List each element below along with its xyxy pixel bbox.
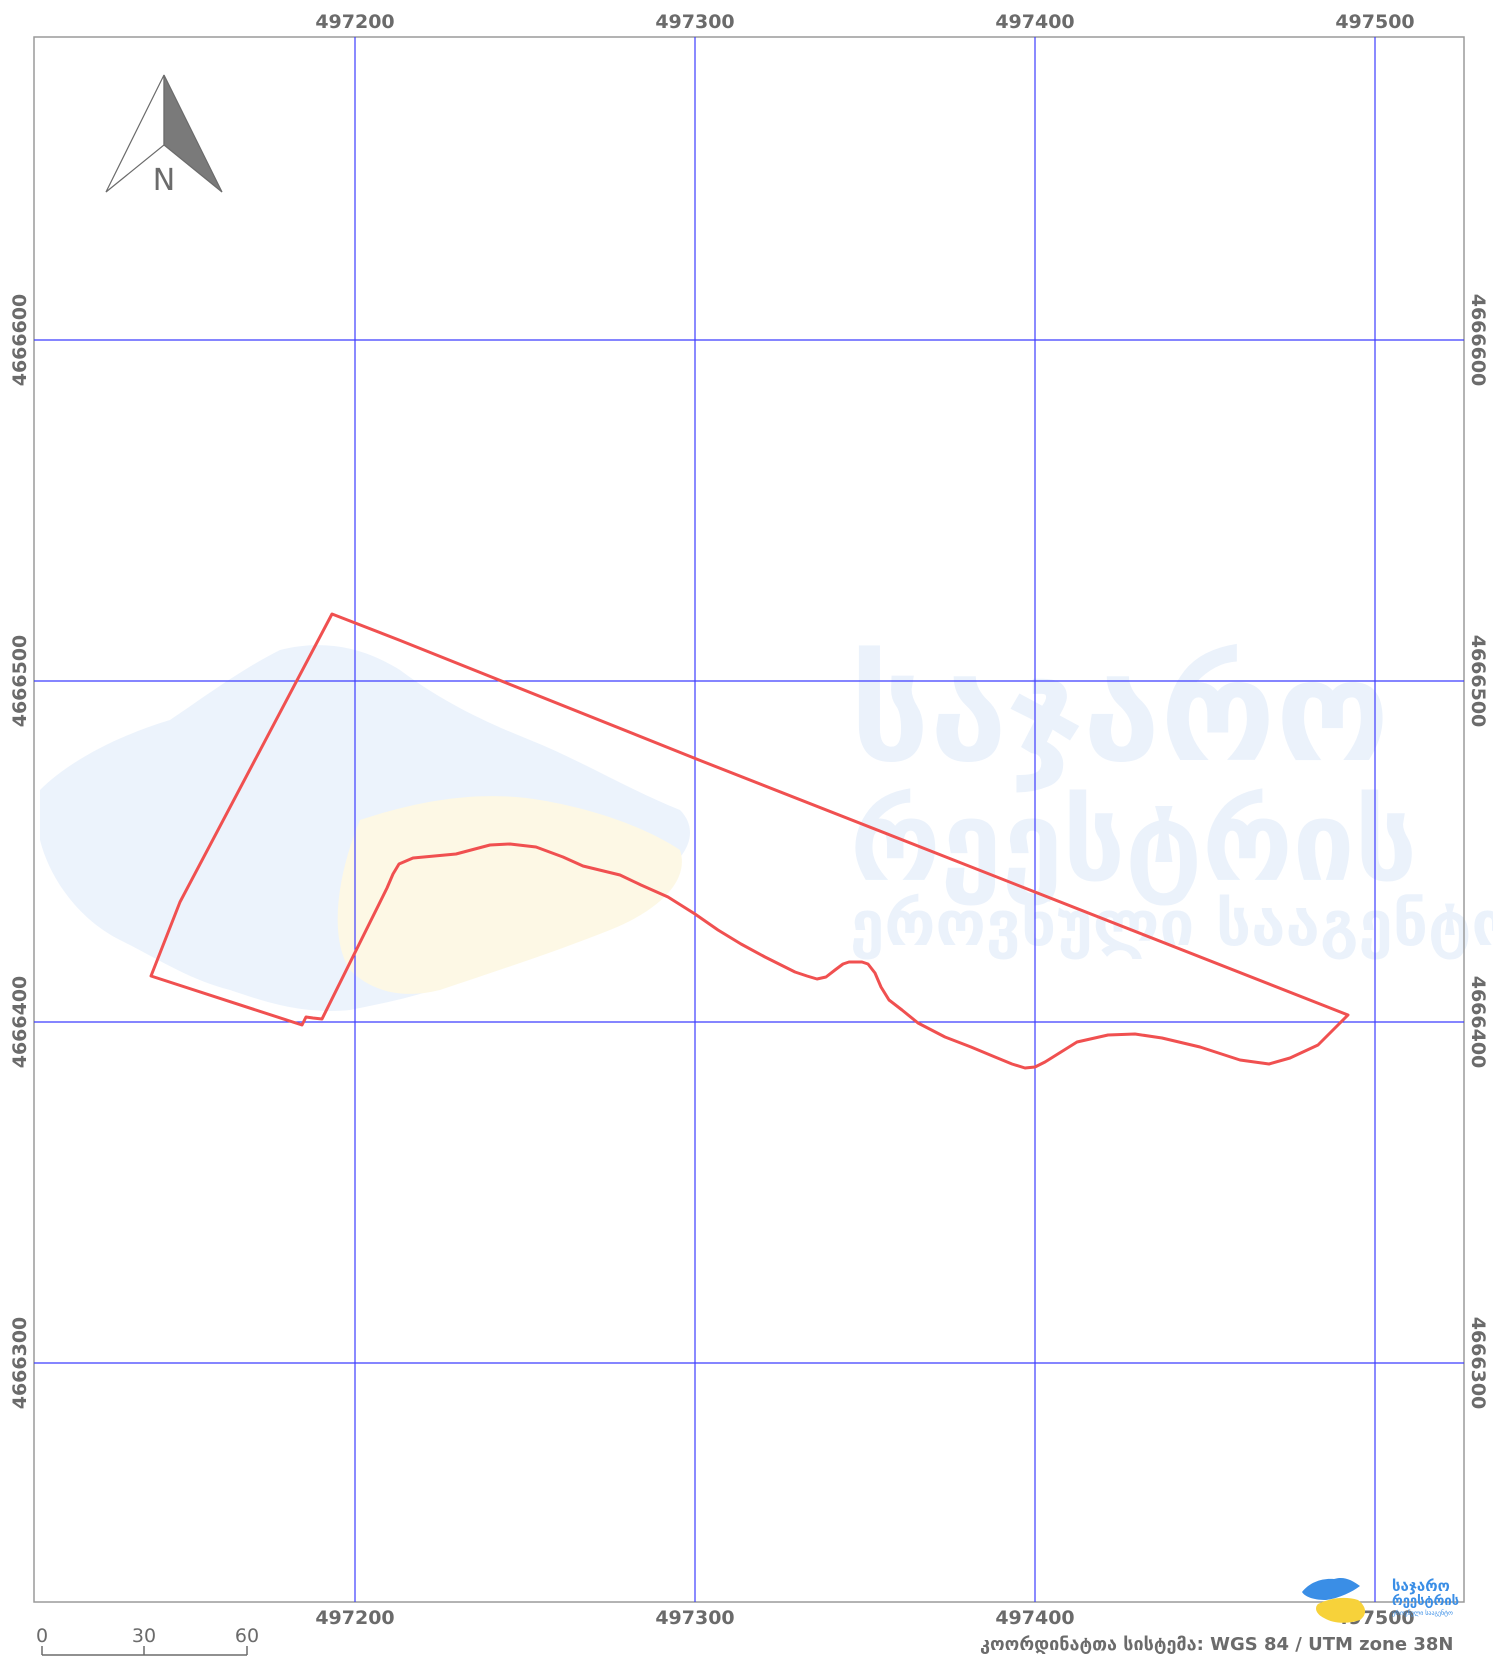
- watermark-map-yellow: [337, 796, 682, 994]
- y-tick-left-1: 4666600: [9, 294, 31, 387]
- x-tick-bottom-1: 497200: [315, 1607, 394, 1629]
- x-ticks-top: 497200 497300 497400 497500: [315, 11, 1414, 33]
- watermark: საჯარო რეესტრის ეროვნული სააგენტო: [40, 631, 1493, 1011]
- north-arrow-label: N: [153, 163, 175, 198]
- y-tick-right-2: 4666500: [1467, 635, 1489, 728]
- y-ticks-right: 4666600 4666500 4666400 4666300: [1467, 294, 1489, 1410]
- y-ticks-left: 4666600 4666500 4666400 4666300: [9, 294, 31, 1410]
- watermark-line2: რეესტრის: [850, 778, 1417, 906]
- scale-bar-label-60: 60: [235, 1625, 259, 1647]
- x-tick-top-3: 497400: [995, 11, 1074, 33]
- map-frame: [33, 36, 1465, 1603]
- scale-bar: 0 30 60: [36, 1625, 259, 1656]
- logo-line2: რეესტრის: [1392, 1594, 1459, 1609]
- agency-logo: საჯარო რეესტრის ეროვნული სააგენტო: [1302, 1577, 1459, 1623]
- logo-line1: საჯარო: [1392, 1577, 1450, 1595]
- x-tick-top-2: 497300: [655, 11, 734, 33]
- x-ticks-bottom: 497200 497300 497400 497500: [315, 1607, 1414, 1629]
- grid-lines: [34, 37, 1464, 1602]
- watermark-line1: საჯარო: [850, 631, 1390, 794]
- north-arrow-right-half: [163, 74, 223, 193]
- y-tick-right-1: 4666600: [1467, 294, 1489, 387]
- x-tick-top-1: 497200: [315, 11, 394, 33]
- watermark-line3: ეროვნული სააგენტო: [850, 887, 1493, 960]
- x-tick-bottom-2: 497300: [655, 1607, 734, 1629]
- y-tick-left-2: 4666500: [9, 635, 31, 728]
- y-tick-left-4: 4666300: [9, 1317, 31, 1410]
- scale-bar-label-30: 30: [132, 1625, 156, 1647]
- crs-label: კოორდინატთა სისტემა: WGS 84 / UTM zone 3…: [980, 1634, 1454, 1655]
- y-tick-left-3: 4666400: [9, 976, 31, 1069]
- logo-map-blue: [1302, 1577, 1360, 1600]
- logo-map-yellow: [1316, 1597, 1366, 1623]
- north-arrow: N: [105, 74, 223, 198]
- x-tick-top-4: 497500: [1335, 11, 1414, 33]
- y-tick-right-3: 4666400: [1467, 976, 1489, 1069]
- logo-line3: ეროვნული სააგენტო: [1392, 1610, 1453, 1617]
- scale-bar-label-0: 0: [36, 1625, 48, 1647]
- x-tick-bottom-3: 497400: [995, 1607, 1074, 1629]
- parcel-boundary[interactable]: [149, 612, 1350, 1070]
- y-tick-right-4: 4666300: [1467, 1317, 1489, 1410]
